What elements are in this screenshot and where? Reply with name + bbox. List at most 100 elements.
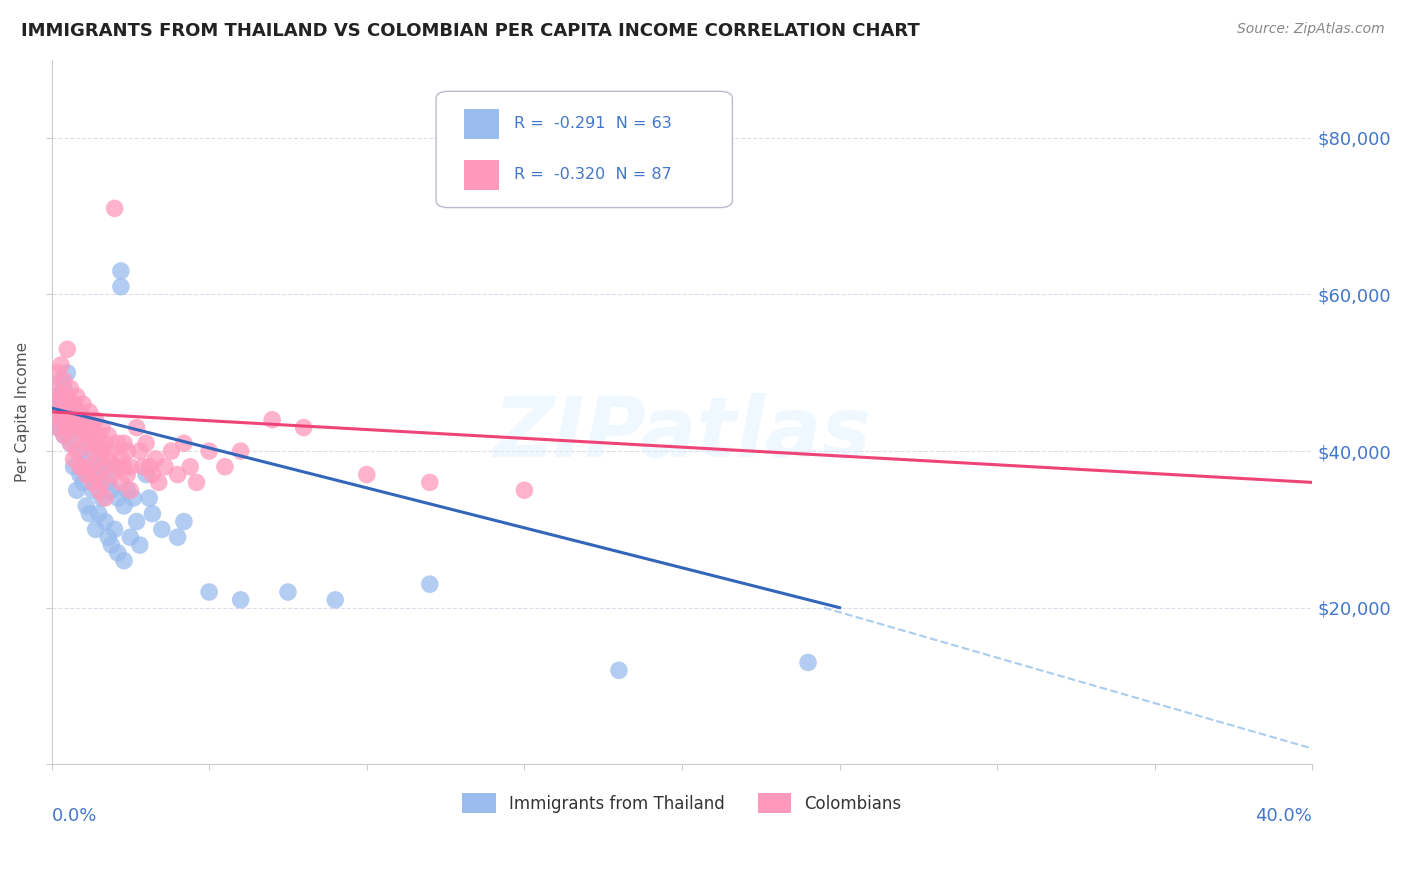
Point [59, 413, 82, 427]
FancyBboxPatch shape [436, 91, 733, 208]
Point [79, 428, 101, 442]
Point [128, 538, 150, 552]
Point [69, 420, 91, 434]
Point [135, 467, 157, 482]
Point [91, 420, 114, 434]
Point [229, 592, 252, 607]
Point [49, 413, 72, 427]
Point [84, 467, 107, 482]
Point [69, 405, 91, 419]
Point [82, 475, 104, 490]
Bar [464, 161, 499, 190]
Point [59, 381, 82, 395]
Point [125, 515, 148, 529]
Point [66, 420, 89, 434]
Point [103, 522, 125, 536]
Point [53, 405, 76, 419]
Point [49, 389, 72, 403]
Point [356, 467, 378, 482]
Point [198, 585, 221, 599]
Point [607, 663, 630, 677]
Point [66, 389, 89, 403]
Point [59, 405, 82, 419]
Point [75, 467, 97, 482]
Point [84, 459, 107, 474]
Point [110, 279, 132, 293]
Point [97, 451, 120, 466]
Point [62, 420, 84, 434]
Point [112, 459, 135, 474]
Text: Source: ZipAtlas.com: Source: ZipAtlas.com [1237, 22, 1385, 37]
Point [69, 467, 91, 482]
Point [97, 530, 120, 544]
Point [59, 436, 82, 450]
Point [138, 459, 160, 474]
Point [72, 428, 94, 442]
Point [72, 397, 94, 411]
Point [62, 397, 84, 411]
Point [87, 467, 110, 482]
Point [141, 467, 163, 482]
Point [72, 475, 94, 490]
Point [56, 420, 79, 434]
Point [94, 491, 117, 505]
Text: ZIPatlas: ZIPatlas [494, 392, 870, 474]
Point [53, 428, 76, 442]
Point [100, 467, 122, 482]
Point [82, 420, 104, 434]
Point [112, 499, 135, 513]
Point [120, 530, 142, 544]
Point [44, 405, 66, 419]
Point [49, 374, 72, 388]
Point [75, 428, 97, 442]
Point [75, 413, 97, 427]
Point [91, 444, 114, 458]
Point [87, 483, 110, 498]
Point [82, 444, 104, 458]
Point [419, 577, 441, 591]
Point [82, 436, 104, 450]
Point [132, 459, 155, 474]
Point [49, 358, 72, 372]
Point [166, 530, 188, 544]
Point [87, 428, 110, 442]
Point [84, 436, 107, 450]
Point [166, 467, 188, 482]
Point [62, 397, 84, 411]
Point [46, 420, 69, 434]
Point [115, 444, 138, 458]
Point [107, 546, 129, 560]
Point [115, 467, 138, 482]
Point [262, 413, 284, 427]
Point [107, 436, 129, 450]
Point [103, 459, 125, 474]
Point [94, 459, 117, 474]
Point [419, 475, 441, 490]
Point [107, 491, 129, 505]
Bar [464, 109, 499, 138]
Point [128, 444, 150, 458]
Point [46, 397, 69, 411]
Point [110, 451, 132, 466]
Point [277, 585, 299, 599]
Point [135, 436, 157, 450]
Point [87, 507, 110, 521]
Point [62, 459, 84, 474]
Point [91, 491, 114, 505]
Point [513, 483, 536, 498]
Point [138, 491, 160, 505]
Point [56, 405, 79, 419]
Point [110, 264, 132, 278]
Point [56, 366, 79, 380]
Point [110, 475, 132, 490]
Point [84, 522, 107, 536]
Point [91, 475, 114, 490]
Point [94, 459, 117, 474]
Text: IMMIGRANTS FROM THAILAND VS COLOMBIAN PER CAPITA INCOME CORRELATION CHART: IMMIGRANTS FROM THAILAND VS COLOMBIAN PE… [21, 22, 920, 40]
Point [198, 444, 221, 458]
Point [66, 413, 89, 427]
Point [72, 459, 94, 474]
Point [79, 451, 101, 466]
Point [79, 507, 101, 521]
Text: R =  -0.320  N = 87: R = -0.320 N = 87 [515, 168, 672, 183]
